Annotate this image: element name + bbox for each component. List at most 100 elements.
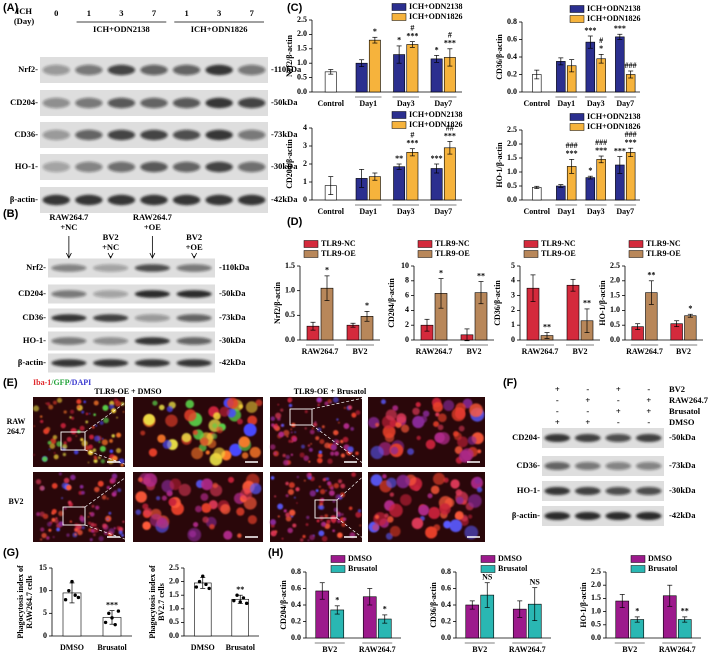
blot-header: (Day) [14,16,34,26]
cell [370,474,383,487]
cell [316,519,320,523]
legend-swatch [330,565,346,573]
cell [315,489,319,493]
cell [314,421,317,423]
cell [209,524,215,530]
significance: * [325,266,329,275]
y-axis-label: Phagocytosis index of [16,565,25,639]
x-tick-label: RAW264.7 [509,645,546,654]
legend-label: ICH+ODN1826 [409,12,462,21]
lane-label: 1 [87,8,91,18]
cell [317,453,323,458]
cell [304,410,308,414]
arrow-head [191,252,197,259]
legend-swatch [303,250,319,258]
significance: * [335,596,339,605]
y-tick-label: 0.0 [507,87,517,96]
cell [93,413,96,416]
legend-label: ICH+ODN2138 [587,112,640,121]
blot-band [75,64,103,76]
y-tick-label: 5 [43,608,47,617]
treatment-sign: + [555,417,560,427]
blot-kda: -50kDa [669,432,696,442]
cell [39,415,43,418]
legend-label: ICH+ODN2138 [409,110,462,119]
y-axis-label: CD36/β-actin [493,280,502,326]
y-axis-label: RAW264.7 cells [25,575,34,628]
cell [93,523,97,527]
cell [74,533,77,536]
significance: ### [625,130,637,139]
cell [321,425,325,429]
legend-label: DMSO [348,554,372,563]
cell [287,397,293,403]
y-axis-label: HO-1/β-actin [495,142,504,188]
treatment-sign: + [585,395,590,405]
cell [56,527,60,532]
significance: ** [543,322,551,331]
x-tick-label: BV2 [676,347,691,356]
cell [63,477,70,484]
cell [58,510,64,517]
cell [93,533,96,537]
bar [625,152,636,201]
cell [384,513,389,518]
y-axis-label: HO-1/β-actin [579,582,588,628]
cell [79,484,84,489]
cell [89,434,94,440]
lane-label: RAW264.7 [133,212,173,222]
cell [92,448,97,453]
blot-band [75,161,103,173]
blot-kda: -73kDa [219,312,246,322]
lane-label: 3 [217,8,221,18]
bar [596,58,606,93]
cell [308,447,313,452]
x-tick-label: Day1 [557,207,575,216]
cell [61,497,64,500]
zoom-line [311,396,369,410]
blot-band [238,161,266,173]
cell [456,496,464,505]
y-axis-label: BV2.7 cells [157,583,166,621]
cell [71,416,75,420]
arrow-head [107,252,114,259]
cell [83,400,87,404]
cell [324,442,331,449]
blot-band [574,512,601,520]
cell [324,514,329,518]
cell [336,418,339,421]
blot-kda: -50kDa [219,288,246,298]
cell [223,530,233,540]
blot-row-label: Nrf2- [26,262,46,272]
treatment-sign: - [617,395,620,405]
x-tick-label: RAW264.7 [302,347,339,356]
cell [135,491,147,503]
data-point [204,582,208,587]
blot-band [172,97,201,109]
blot-strip [48,353,215,373]
cell [55,517,58,520]
legend-label: TLR9-NC [435,239,470,248]
blot-row-label: CD36- [516,460,540,470]
cell [250,482,262,495]
blot-band [93,264,129,272]
cell [464,525,479,540]
data-point [244,601,249,606]
y-tick-label: 2.5 [507,125,517,134]
cell [73,449,79,455]
cell [66,436,72,442]
cell [45,402,48,405]
lane-label: 7 [152,8,157,18]
cell [76,405,81,409]
cell [84,445,90,451]
data-point [207,586,211,591]
cell [58,472,62,476]
significance: *** [566,149,578,158]
cell [290,431,293,434]
cell [91,504,95,508]
inset-box [314,499,338,519]
row-label: 264.7 [7,427,25,436]
cell [342,517,347,521]
y-tick-label: 4 [405,305,409,314]
cell [109,439,113,443]
